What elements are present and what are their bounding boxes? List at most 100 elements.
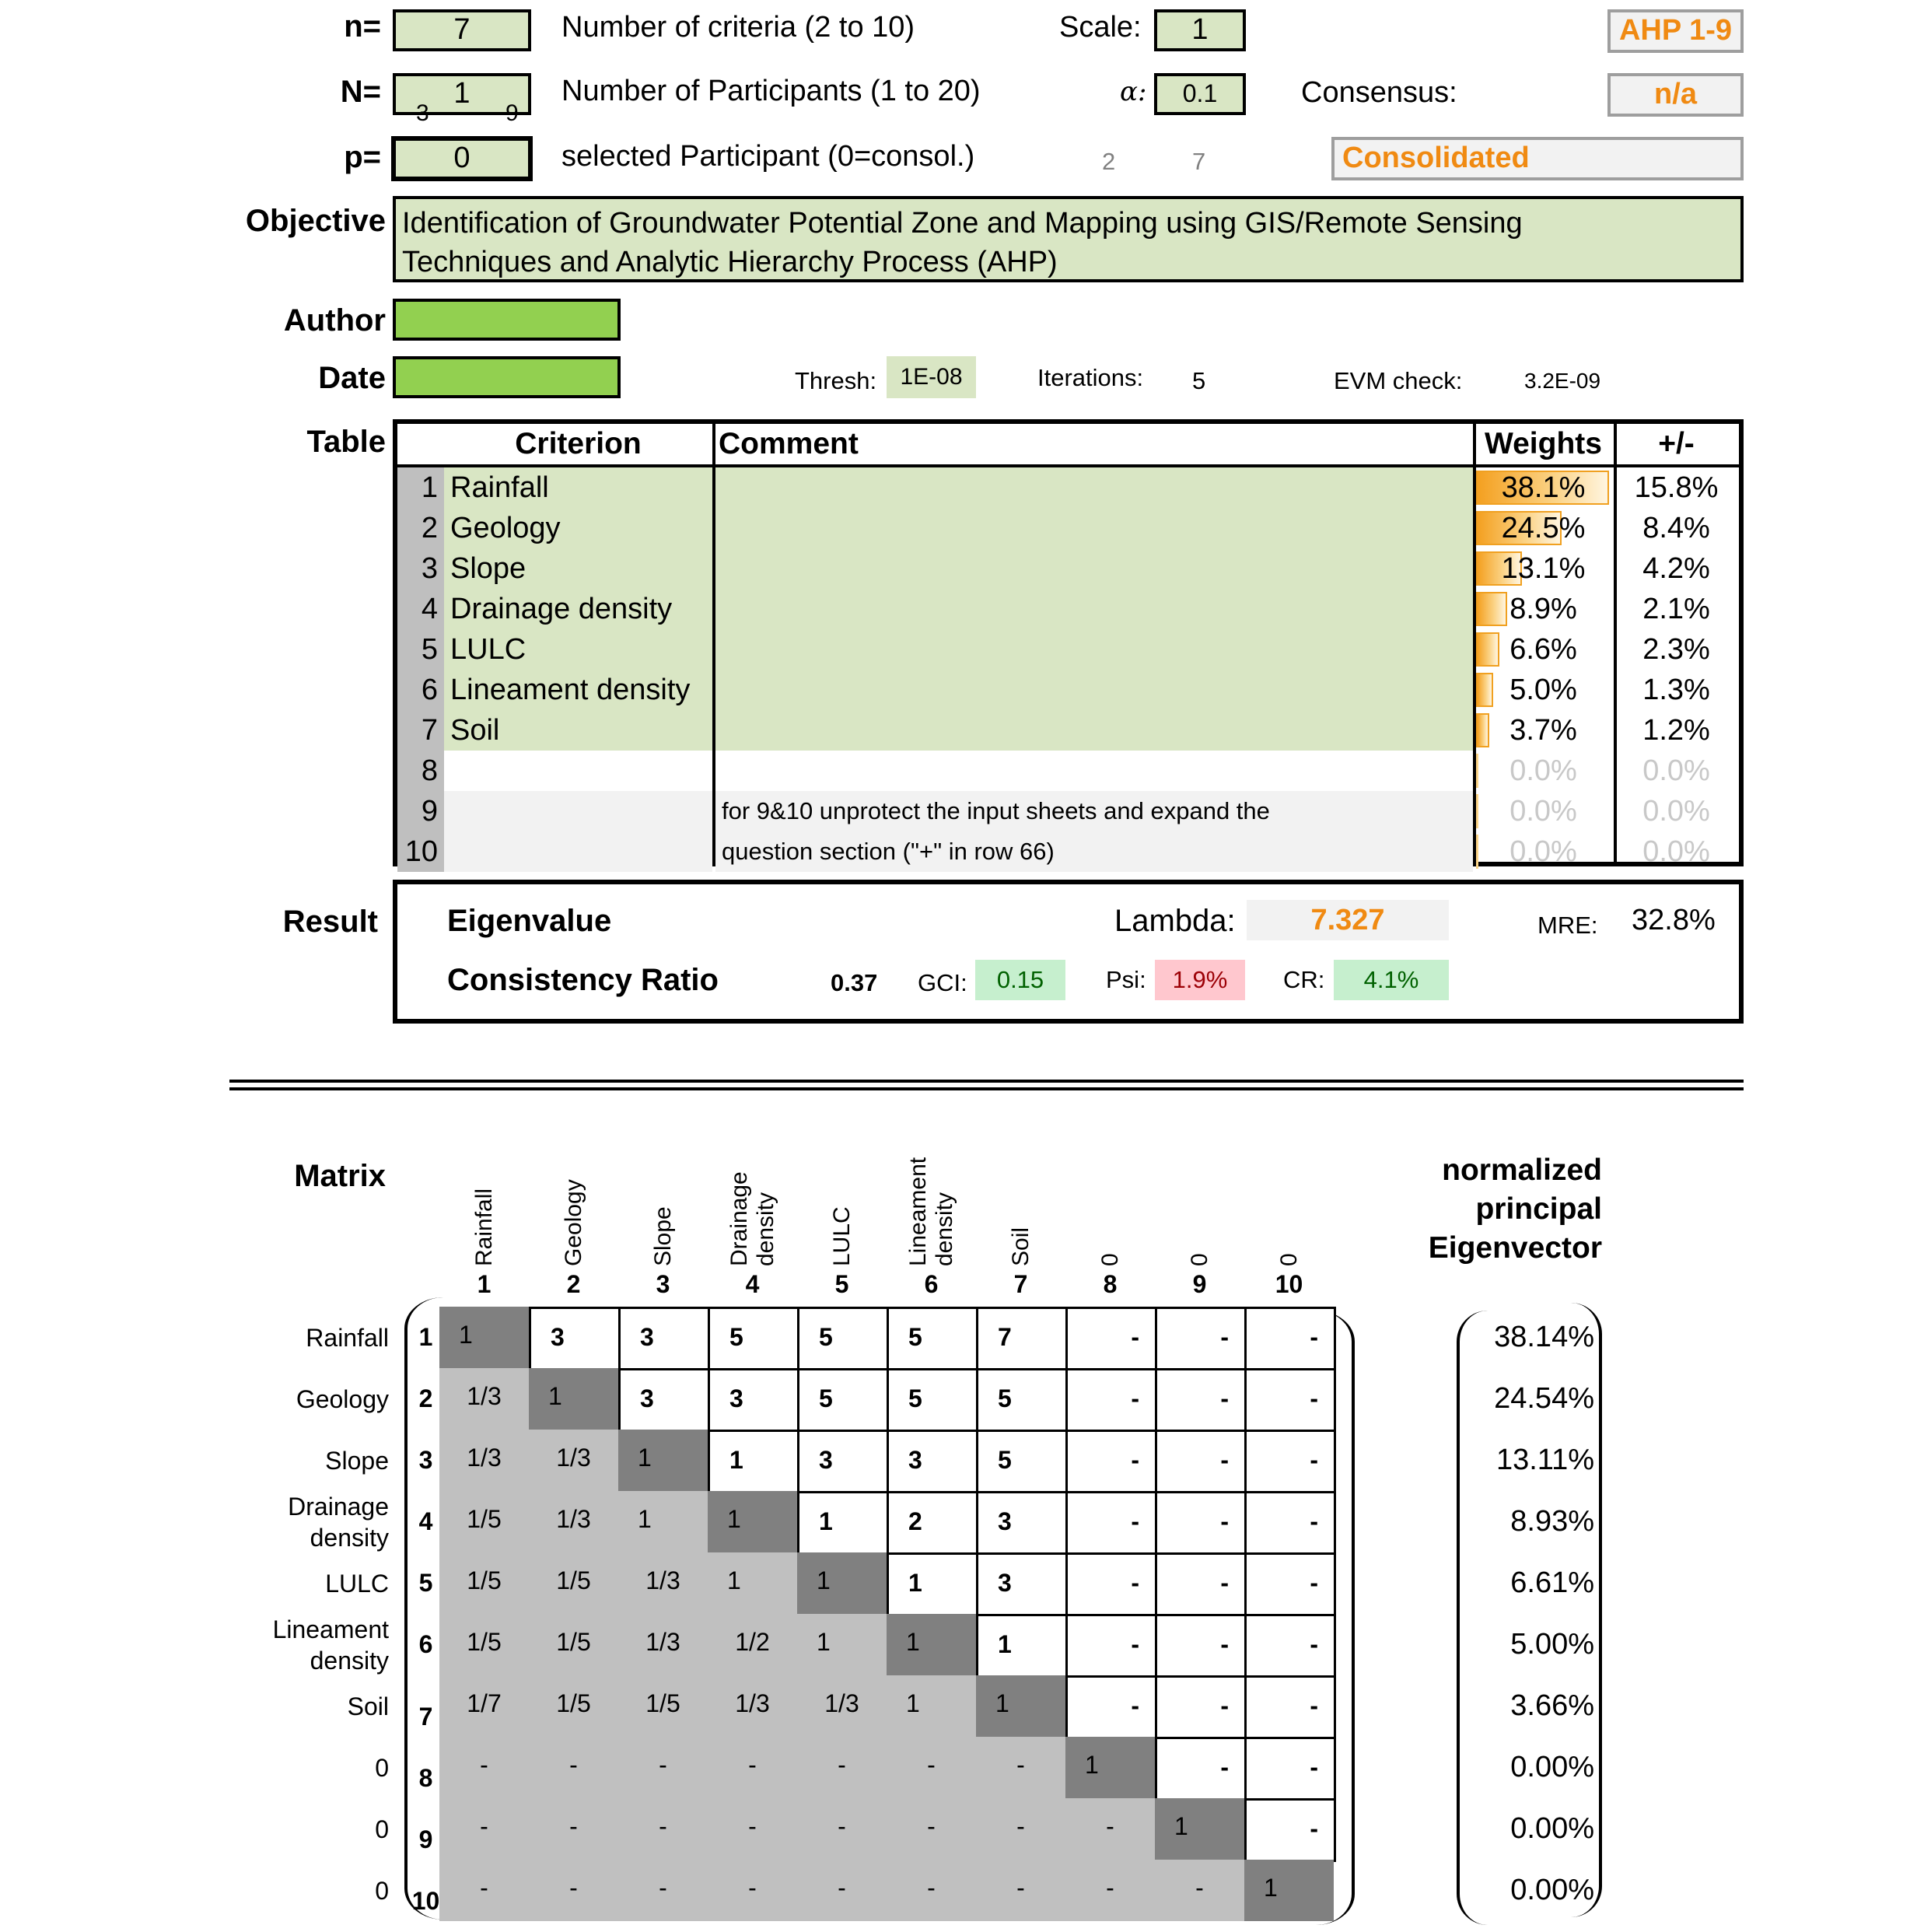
comment-cell[interactable] [715, 548, 1473, 589]
matrix-cell[interactable]: 3 [976, 1491, 1068, 1555]
table-header-comment: Comment [719, 427, 859, 460]
criterion-name-cell[interactable]: Drainage density [444, 589, 712, 629]
matrix-cell[interactable]: - [1065, 1552, 1157, 1616]
matrix-cell[interactable]: - [1155, 1491, 1247, 1555]
criterion-name-cell[interactable] [444, 831, 712, 872]
comment-cell[interactable] [715, 710, 1473, 751]
selected-participant-input[interactable]: 0 [391, 136, 533, 181]
matrix-cell[interactable]: - [1155, 1552, 1247, 1616]
comment-cell[interactable]: question section ("+" in row 66) [715, 831, 1473, 872]
comment-cell[interactable] [715, 629, 1473, 670]
matrix-cell[interactable]: 1 [708, 1430, 799, 1493]
matrix-cell[interactable]: 5 [887, 1368, 978, 1432]
matrix-cell[interactable]: - [1155, 1614, 1247, 1678]
matrix-cell[interactable]: - [1244, 1307, 1336, 1370]
matrix-cell[interactable]: - [1244, 1491, 1336, 1555]
eigenvector-title-line-2: principal [1475, 1192, 1602, 1226]
weight-bar [1476, 592, 1507, 626]
threshold-value[interactable]: 1E-08 [887, 356, 976, 398]
comment-cell[interactable] [715, 670, 1473, 710]
matrix-cell[interactable]: - [1244, 1737, 1336, 1801]
author-input[interactable] [393, 299, 621, 341]
matrix-cell: 1 [797, 1552, 887, 1614]
matrix-cell[interactable]: 3 [529, 1307, 621, 1370]
table-row: 5 LULC 6.6% 2.3% [397, 629, 1739, 670]
evm-check-label: EVM check: [1334, 367, 1463, 394]
criterion-name-cell[interactable]: Slope [444, 548, 712, 589]
matrix-column-header: Geology 2 [543, 1136, 605, 1299]
matrix-cell[interactable]: 3 [708, 1368, 799, 1432]
matrix-cell[interactable]: 5 [887, 1307, 978, 1370]
matrix-cell[interactable]: - [1065, 1614, 1157, 1678]
alpha-input[interactable]: 0.1 [1154, 73, 1246, 115]
matrix-cell[interactable]: 5 [976, 1430, 1068, 1493]
matrix-cell[interactable]: - [1155, 1430, 1247, 1493]
matrix-cell[interactable]: - [1065, 1430, 1157, 1493]
participants-hint-right: 9 [505, 100, 519, 126]
matrix-cell[interactable]: 3 [887, 1430, 978, 1493]
criterion-name-cell[interactable] [444, 791, 712, 831]
matrix-cell[interactable]: 5 [797, 1368, 889, 1432]
table-row: 7 Soil 3.7% 1.2% [397, 710, 1739, 751]
matrix-cell[interactable]: - [1244, 1614, 1336, 1678]
comment-cell[interactable] [715, 508, 1473, 548]
matrix-cell[interactable]: - [1155, 1675, 1247, 1739]
matrix-cell: 1 [1155, 1798, 1244, 1860]
consistency-ratio-label: Consistency Ratio [447, 963, 719, 997]
matrix-column-number: 6 [924, 1270, 939, 1298]
matrix-cell[interactable]: - [1244, 1798, 1336, 1862]
comment-cell[interactable]: for 9&10 unprotect the input sheets and … [715, 791, 1473, 831]
matrix-column-number: 10 [1275, 1270, 1303, 1298]
matrix-cell[interactable]: - [1155, 1307, 1247, 1370]
matrix-cell[interactable]: - [1244, 1430, 1336, 1493]
criterion-name-cell[interactable]: Lineament density [444, 670, 712, 710]
comment-cell[interactable] [715, 589, 1473, 629]
matrix-cell[interactable]: - [1244, 1368, 1336, 1432]
table-column-divider [1614, 424, 1617, 862]
mre-label: MRE: [1537, 912, 1598, 939]
matrix-cell[interactable]: 1 [976, 1614, 1068, 1678]
matrix-cell[interactable]: - [1244, 1675, 1336, 1739]
evm-check-value: 3.2E-09 [1524, 369, 1601, 393]
matrix-cell[interactable]: 3 [797, 1430, 889, 1493]
matrix-cell: - [529, 1860, 618, 1921]
matrix-cell[interactable]: - [1065, 1368, 1157, 1432]
comment-cell[interactable] [715, 467, 1473, 508]
criterion-name-cell[interactable]: Geology [444, 508, 712, 548]
criteria-count-input[interactable]: 7 [393, 9, 531, 51]
weight-uncertainty: 4.2% [1642, 552, 1710, 585]
matrix-column-number: 5 [834, 1270, 849, 1298]
matrix-cell[interactable]: 5 [797, 1307, 889, 1370]
matrix-cell[interactable]: - [1065, 1491, 1157, 1555]
matrix-cell[interactable]: - [1155, 1368, 1247, 1432]
criterion-name-cell[interactable]: Soil [444, 710, 712, 751]
criterion-name-cell[interactable] [444, 751, 712, 791]
comment-cell[interactable] [715, 751, 1473, 791]
matrix-cell[interactable]: 5 [976, 1368, 1068, 1432]
matrix-cell[interactable]: 1 [887, 1552, 978, 1616]
matrix-cell[interactable]: 2 [887, 1491, 978, 1555]
matrix-cell[interactable]: 1 [797, 1491, 889, 1555]
matrix-cell[interactable]: 3 [618, 1368, 710, 1432]
table-label: Table [306, 425, 386, 459]
scale-input[interactable]: 1 [1154, 9, 1246, 51]
matrix-cell[interactable]: - [1065, 1307, 1157, 1370]
matrix-cell[interactable]: - [1155, 1737, 1247, 1801]
matrix-cell[interactable]: - [1065, 1675, 1157, 1739]
consistency-ratio-value: 0.37 [831, 969, 878, 996]
criterion-name-cell[interactable]: Rainfall [444, 467, 712, 508]
participants-count-input[interactable]: 1 [393, 73, 531, 115]
matrix-cell[interactable]: 3 [976, 1552, 1068, 1616]
matrix-cell[interactable]: 3 [618, 1307, 710, 1370]
matrix-cell[interactable]: 7 [976, 1307, 1068, 1370]
matrix-cell: 1 [1065, 1737, 1155, 1798]
matrix-cell[interactable]: - [1244, 1552, 1336, 1616]
matrix-column-number: 4 [745, 1270, 760, 1298]
matrix-cell: 1/3 [439, 1368, 529, 1430]
selected-participant-label: p= [344, 140, 381, 174]
matrix-cell: 1/5 [529, 1614, 618, 1675]
objective-textbox[interactable]: Identification of Groundwater Potential … [393, 196, 1744, 282]
date-input[interactable] [393, 356, 621, 398]
criterion-name-cell[interactable]: LULC [444, 629, 712, 670]
matrix-cell[interactable]: 5 [708, 1307, 799, 1370]
